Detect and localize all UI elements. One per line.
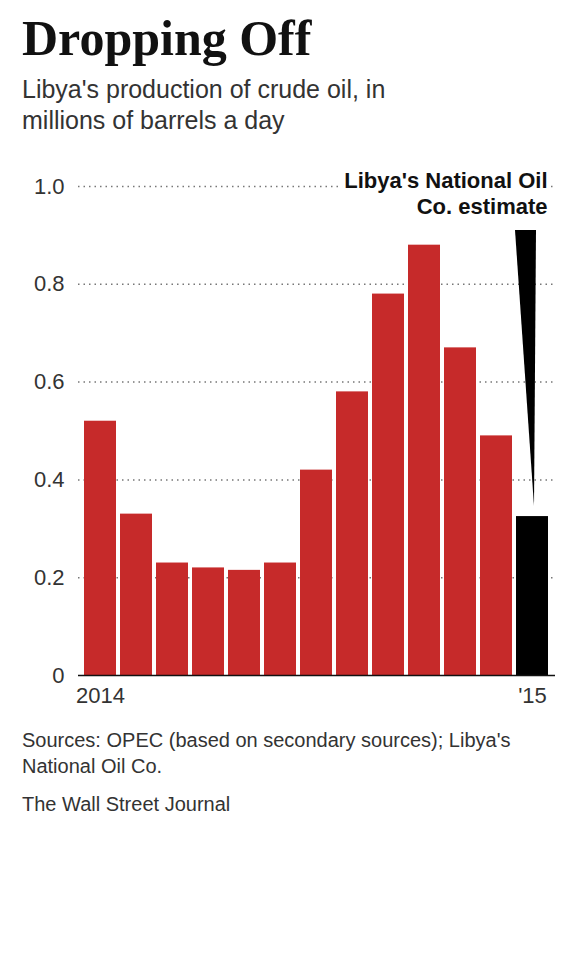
svg-text:0: 0: [52, 663, 64, 688]
svg-text:Libya's National OilCo. estima: Libya's National OilCo. estimate: [344, 168, 547, 218]
svg-text:0.6: 0.6: [34, 369, 65, 394]
html-text:Sources: OPEC (based on second: Sources: OPEC (based on secondary source…: [22, 729, 511, 777]
svg-text:2014: 2014: [76, 683, 125, 708]
html-text:Dropping Off: Dropping Off: [22, 10, 312, 66]
svg-text:0.4: 0.4: [34, 467, 65, 492]
svg-text:0.8: 0.8: [34, 271, 65, 296]
svg-text:'15: '15: [518, 683, 547, 708]
svg-text:1.0: 1.0: [34, 174, 65, 199]
svg-text:0.2: 0.2: [34, 565, 65, 590]
html-text:The Wall Street Journal: The Wall Street Journal: [22, 793, 231, 815]
html-text:Libya's production of crude oi: Libya's production of crude oil, in mill…: [22, 75, 386, 134]
